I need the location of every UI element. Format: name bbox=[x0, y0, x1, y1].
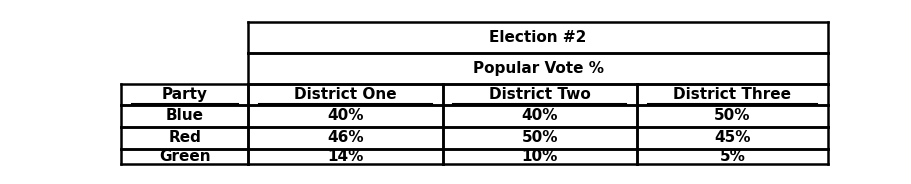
Text: Red: Red bbox=[168, 130, 201, 145]
Text: District One: District One bbox=[294, 87, 396, 102]
Text: 40%: 40% bbox=[521, 108, 558, 123]
Text: 50%: 50% bbox=[521, 130, 558, 145]
Text: 46%: 46% bbox=[327, 130, 363, 145]
Text: 10%: 10% bbox=[521, 149, 558, 164]
Text: 14%: 14% bbox=[327, 149, 363, 164]
Text: 50%: 50% bbox=[713, 108, 750, 123]
Text: Blue: Blue bbox=[166, 108, 203, 123]
Text: 5%: 5% bbox=[719, 149, 744, 164]
Text: District Two: District Two bbox=[488, 87, 590, 102]
Text: Election #2: Election #2 bbox=[489, 30, 586, 45]
Text: District Three: District Three bbox=[672, 87, 791, 102]
Text: Green: Green bbox=[159, 149, 210, 164]
Text: 40%: 40% bbox=[327, 108, 363, 123]
Text: Popular Vote %: Popular Vote % bbox=[472, 61, 603, 76]
Text: 45%: 45% bbox=[713, 130, 750, 145]
Text: Party: Party bbox=[161, 87, 208, 102]
